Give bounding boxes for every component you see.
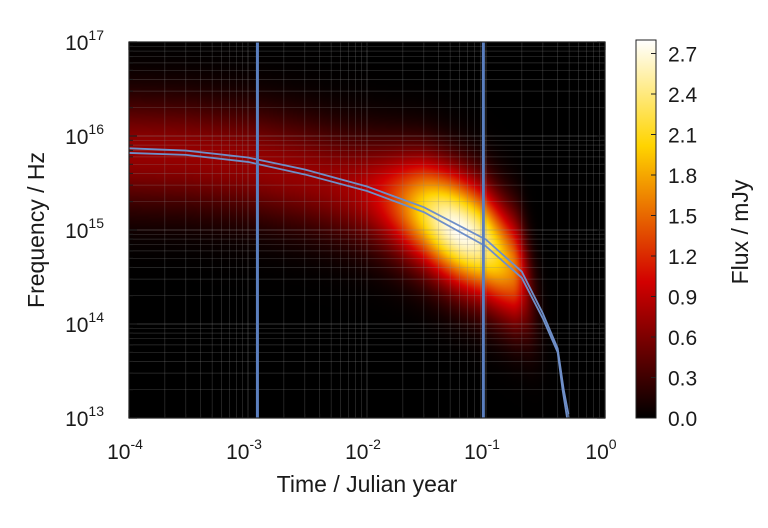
- x-axis-ticks: [128, 42, 606, 418]
- y-tick-label: 1016: [65, 121, 104, 149]
- colorbar-tick-label: 1.2: [668, 246, 697, 269]
- vertical-lines: [255, 42, 485, 418]
- y-tick-label: 1015: [65, 215, 104, 243]
- colorbar-tick-label: 2.7: [668, 44, 697, 67]
- y-tick-label: 1013: [65, 403, 104, 431]
- series-line-2: [129, 152, 568, 418]
- x-tick-label: 10-1: [464, 436, 500, 464]
- y-axis-tick-labels: 1013 1014 1015 1016 1017: [65, 27, 104, 431]
- curves: [129, 147, 571, 418]
- colorbar-title: Flux / mJy: [727, 179, 753, 284]
- y-tick-label: 1014: [65, 309, 104, 337]
- colorbar-tick-label: 1.5: [668, 206, 697, 229]
- colorbar-tick-label: 2.4: [668, 84, 698, 107]
- plot-area: [128, 41, 606, 419]
- colorbar-tick-label: 2.1: [668, 125, 697, 148]
- colorbar-tick-label: 0.9: [668, 287, 697, 310]
- y-axis-ticks: [129, 41, 605, 419]
- colorbar-gradient: [635, 39, 657, 419]
- colorbar-tick-label: 0.6: [668, 327, 697, 350]
- x-axis-tick-labels: 10-4 10-3 10-2 10-1 100: [107, 436, 617, 464]
- grid: [129, 42, 605, 418]
- colorbar-tick-label: 0.0: [668, 408, 697, 431]
- x-tick-label: 10-3: [226, 436, 262, 464]
- y-tick-label: 1017: [65, 27, 104, 55]
- x-tick-label: 10-4: [107, 436, 143, 464]
- x-tick-label: 100: [585, 436, 616, 464]
- x-axis-title: Time / Julian year: [277, 471, 458, 497]
- colorbar-tick-label: 1.8: [668, 165, 697, 188]
- colorbar-tick-label: 0.3: [668, 368, 697, 391]
- y-axis-title: Frequency / Hz: [23, 152, 49, 308]
- colorbar-ticks: [651, 53, 656, 419]
- colorbar: 0.0 0.3 0.6 0.9 1.2 1.5 1.8 2.1 2.4 2.7 Flux / mJ…: [635, 39, 753, 432]
- x-tick-label: 10-2: [345, 436, 381, 464]
- colorbar-tick-labels: 0.0 0.3 0.6 0.9 1.2 1.5 1.8 2.1 2.4 2.7: [668, 44, 698, 432]
